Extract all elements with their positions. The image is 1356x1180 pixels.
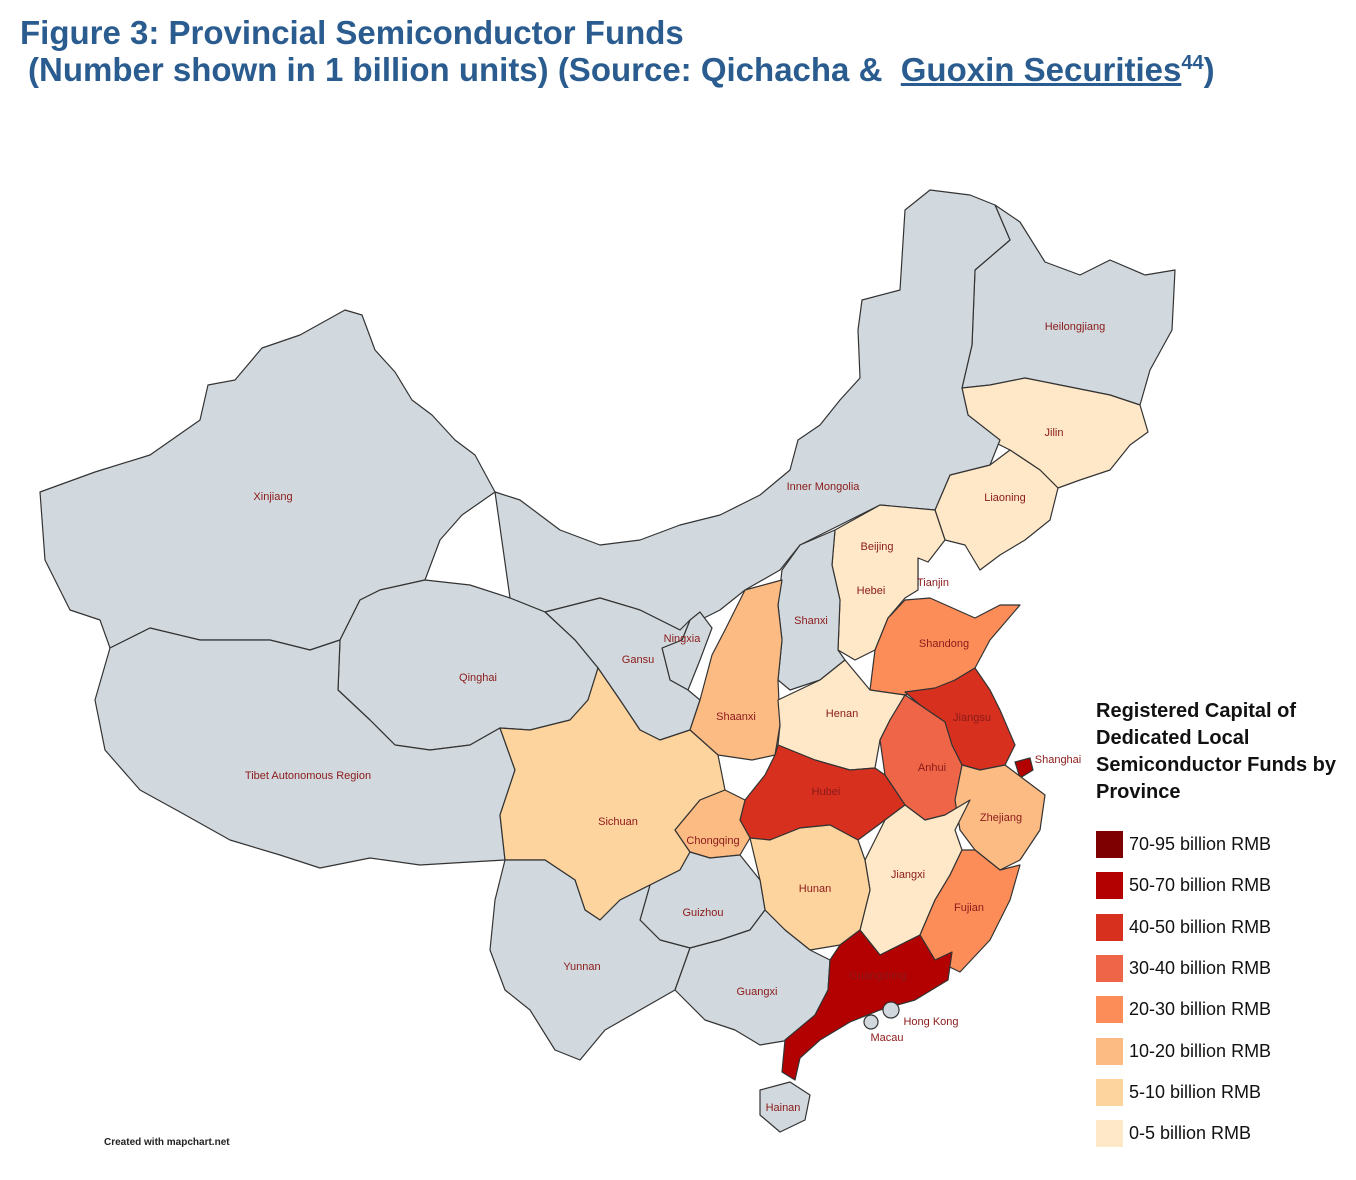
legend-label: 30-40 billion RMB [1129, 958, 1272, 979]
legend-label: 50-70 billion RMB [1129, 875, 1272, 896]
legend-label: 10-20 billion RMB [1129, 1040, 1272, 1061]
region-jilin[interactable] [961, 377, 1149, 489]
legend-title: Registered Capital of Dedicated Local Se… [1096, 700, 1337, 803]
label-shandong: Shandong [919, 638, 969, 650]
label-hong-kong: Hong Kong [903, 1016, 958, 1028]
legend-label: 0-5 billion RMB [1129, 1123, 1252, 1144]
legend-item: 50-70 billion RMB [1096, 865, 1346, 906]
legend-swatch [1096, 996, 1123, 1024]
legend-swatch [1096, 913, 1123, 941]
label-xinjiang: Xinjiang [253, 491, 292, 503]
legend-item: 20-30 billion RMB [1096, 989, 1346, 1030]
label-qinghai: Qinghai [459, 672, 497, 684]
label-fujian: Fujian [954, 902, 984, 914]
label-chongqing: Chongqing [686, 835, 739, 847]
legend-swatch [1096, 872, 1123, 900]
legend: Registered Capital of Dedicated Local Se… [1096, 698, 1346, 1154]
label-macau: Macau [870, 1032, 903, 1044]
region-inner-mongolia[interactable] [494, 189, 1011, 631]
region-macau[interactable] [863, 1014, 879, 1030]
subtitle-close: ) [1203, 51, 1215, 88]
label-shaanxi: Shaanxi [716, 711, 756, 723]
label-jiangsu: Jiangsu [953, 712, 991, 724]
label-hunan: Hunan [799, 883, 831, 895]
legend-item: 30-40 billion RMB [1096, 948, 1346, 989]
label-beijing: Beijing [860, 541, 893, 553]
label-gansu: Gansu [622, 654, 654, 666]
label-guangxi: Guangxi [737, 986, 778, 998]
label-hainan: Hainan [766, 1102, 801, 1114]
figure-title: Figure 3: Provincial Semiconductor Funds… [20, 14, 1215, 88]
title-line-1: Figure 3: Provincial Semiconductor Funds [20, 14, 684, 51]
label-tianjin: Tianjin [917, 577, 949, 589]
legend-label: 40-50 billion RMB [1129, 916, 1272, 937]
label-guangdong: Guangdong [849, 970, 907, 982]
subtitle-text: (Number shown in 1 billion units) (Sourc… [28, 51, 883, 88]
label-yunnan: Yunnan [563, 961, 600, 973]
legend-swatch [1096, 1037, 1123, 1065]
legend-items: 70-95 billion RMB 50-70 billion RMB 40-50 … [1096, 824, 1346, 1154]
region-shaanxi[interactable] [689, 579, 783, 761]
legend-label: 5-10 billion RMB [1129, 1081, 1262, 1102]
region-zhejiang[interactable] [954, 764, 1046, 871]
title-line-2: (Number shown in 1 billion units) (Sourc… [20, 51, 1215, 88]
label-jiangxi: Jiangxi [891, 869, 925, 881]
legend-item: 0-5 billion RMB [1096, 1113, 1346, 1154]
region-hong-kong[interactable] [882, 1001, 900, 1019]
label-tibet-autonomous-region: Tibet Autonomous Region [245, 770, 371, 782]
region-shanghai[interactable] [1014, 757, 1034, 779]
legend-item: 5-10 billion RMB [1096, 1072, 1346, 1113]
footnote-ref[interactable]: 44 [1181, 52, 1204, 74]
legend-label: 20-30 billion RMB [1129, 999, 1272, 1020]
region-guangdong[interactable] [781, 929, 953, 1081]
legend-item: 40-50 billion RMB [1096, 907, 1346, 948]
label-hubei: Hubei [812, 786, 841, 798]
label-guizhou: Guizhou [683, 907, 724, 919]
label-jilin: Jilin [1045, 427, 1064, 439]
label-shanghai: Shanghai [1035, 754, 1082, 766]
label-zhejiang: Zhejiang [980, 812, 1022, 824]
label-inner-mongolia: Inner Mongolia [787, 481, 861, 493]
legend-swatch [1096, 1120, 1123, 1148]
legend-item: 70-95 billion RMB [1096, 824, 1346, 865]
label-ningxia: Ningxia [664, 633, 702, 645]
label-henan: Henan [826, 708, 858, 720]
region-hainan[interactable] [759, 1081, 811, 1133]
label-liaoning: Liaoning [984, 492, 1026, 504]
label-hebei: Hebei [857, 585, 886, 597]
legend-item: 10-20 billion RMB [1096, 1030, 1346, 1071]
legend-label: 70-95 billion RMB [1129, 834, 1272, 855]
label-sichuan: Sichuan [598, 816, 638, 828]
legend-swatch [1096, 1078, 1123, 1106]
label-anhui: Anhui [918, 762, 946, 774]
label-heilongjiang: Heilongjiang [1045, 321, 1106, 333]
label-shanxi: Shanxi [794, 615, 828, 627]
map-credit: Created with mapchart.net [104, 1137, 230, 1148]
legend-swatch [1096, 831, 1123, 859]
source-link[interactable]: Guoxin Securities [900, 51, 1182, 88]
legend-swatch [1096, 955, 1123, 983]
